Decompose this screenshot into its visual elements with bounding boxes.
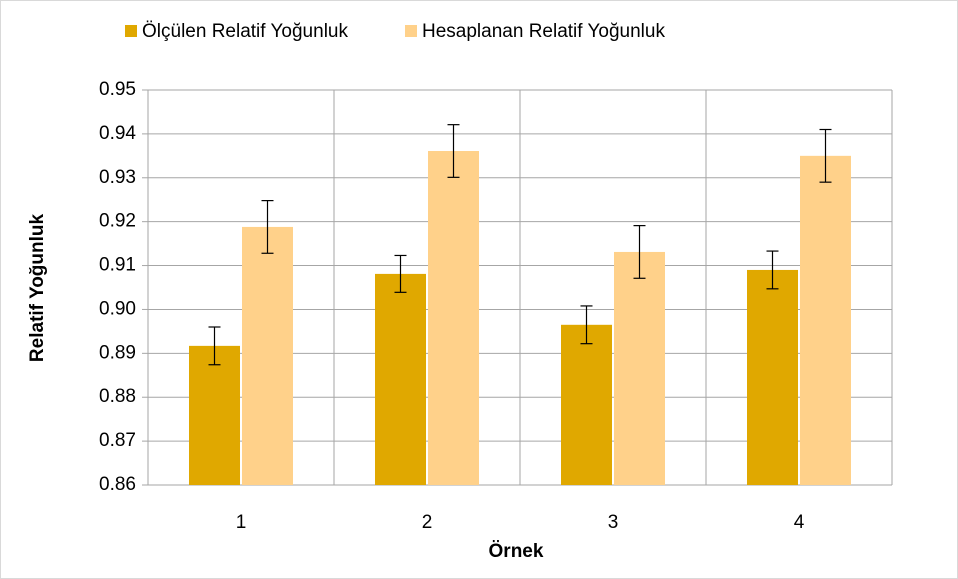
legend-swatch	[125, 25, 137, 37]
y-tick-label: 0.93	[99, 167, 136, 188]
y-tick-label: 0.94	[99, 123, 136, 144]
legend-label: Ölçülen Relatif Yoğunluk	[142, 21, 348, 42]
y-tick-label: 0.86	[99, 474, 136, 495]
bar	[375, 273, 426, 485]
legend-swatch	[405, 25, 417, 37]
error-bar	[633, 225, 646, 279]
bar	[747, 269, 798, 485]
bar	[614, 251, 665, 485]
error-bar	[819, 128, 832, 183]
error-bar	[447, 124, 460, 178]
error-bar	[766, 250, 779, 290]
y-tick-label: 0.92	[99, 211, 136, 232]
y-axis-label: Relatif Yoğunluk	[27, 213, 48, 362]
bar	[800, 155, 851, 486]
y-tick-label: 0.87	[99, 430, 136, 451]
error-bar	[394, 254, 407, 293]
error-bar	[208, 326, 221, 366]
bar	[189, 345, 240, 485]
bar	[561, 324, 612, 485]
error-bar	[580, 305, 593, 345]
y-tick-label: 0.91	[99, 255, 136, 276]
x-tick-label: 2	[422, 512, 433, 533]
x-tick-label: 3	[608, 512, 619, 533]
x-tick-label: 4	[794, 512, 805, 533]
y-tick-label: 0.89	[99, 342, 136, 363]
y-tick-label: 0.95	[99, 79, 136, 100]
y-tick-label: 0.90	[99, 298, 136, 319]
y-tick-label: 0.88	[99, 386, 136, 407]
legend-label: Hesaplanan Relatif Yoğunluk	[422, 21, 665, 42]
error-bar	[261, 200, 274, 254]
bar	[242, 226, 293, 485]
x-axis-label: Örnek	[489, 541, 544, 562]
x-tick-label: 1	[236, 512, 247, 533]
bar	[428, 151, 479, 485]
